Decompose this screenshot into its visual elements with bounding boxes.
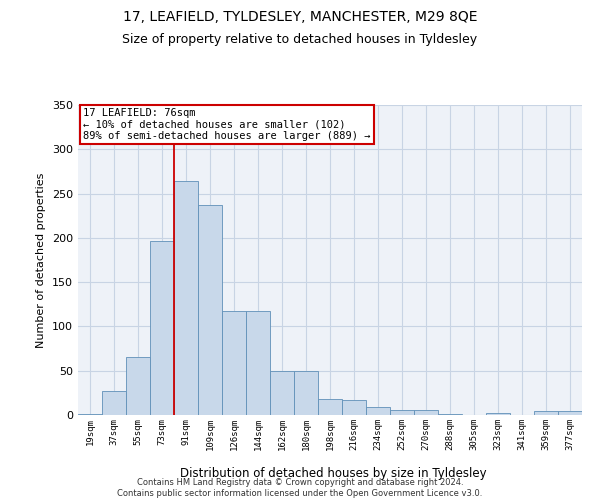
Y-axis label: Number of detached properties: Number of detached properties [37,172,46,348]
Bar [534,410,558,415]
Bar [222,312,246,415]
Bar [342,400,366,415]
Bar [126,356,150,415]
Bar [150,240,174,415]
Text: 17, LEAFIELD, TYLDESLEY, MANCHESTER, M29 8QE: 17, LEAFIELD, TYLDESLEY, MANCHESTER, M29… [123,10,477,24]
Bar [486,413,510,415]
Text: 17 LEAFIELD: 76sqm
← 10% of detached houses are smaller (102)
89% of semi-detach: 17 LEAFIELD: 76sqm ← 10% of detached hou… [83,108,371,142]
Bar [198,205,222,415]
Text: Contains HM Land Registry data © Crown copyright and database right 2024.
Contai: Contains HM Land Registry data © Crown c… [118,478,482,498]
Bar [366,407,390,415]
Bar [558,412,582,415]
Bar [414,410,438,415]
Bar [78,414,102,415]
Bar [294,370,318,415]
Bar [390,410,414,415]
Text: Distribution of detached houses by size in Tyldesley: Distribution of detached houses by size … [179,467,487,480]
Bar [174,181,198,415]
Bar [318,399,342,415]
Bar [270,370,294,415]
Bar [102,391,126,415]
Text: Size of property relative to detached houses in Tyldesley: Size of property relative to detached ho… [122,32,478,46]
Bar [246,312,270,415]
Bar [438,414,462,415]
